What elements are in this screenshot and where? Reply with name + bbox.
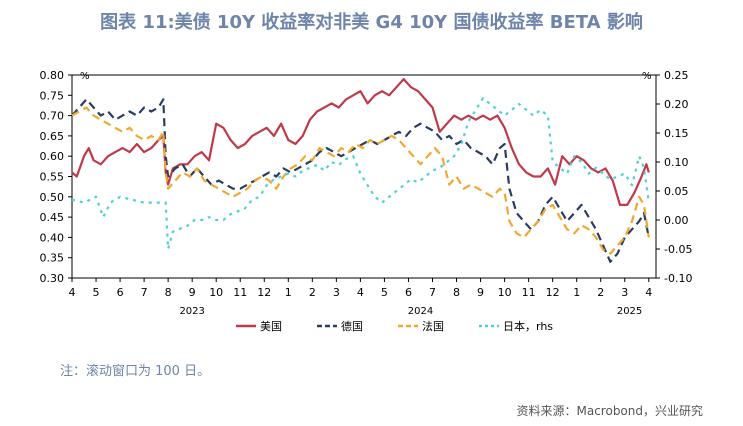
left-tick-label: 0.35 <box>40 252 65 265</box>
left-tick-label: 0.60 <box>40 150 65 163</box>
left-tick-label: 0.70 <box>40 110 65 123</box>
right-tick-label: 0.15 <box>664 127 689 140</box>
right-tick-label: -0.05 <box>664 243 692 256</box>
left-tick-label: 0.45 <box>40 211 65 224</box>
legend-label: 法国 <box>422 319 444 333</box>
x-tick-label: 12 <box>257 286 271 299</box>
left-tick-label: 0.50 <box>40 191 65 204</box>
right-tick-label: -0.10 <box>664 272 692 285</box>
left-tick-label: 0.75 <box>40 89 65 102</box>
x-tick-label: 11 <box>233 286 247 299</box>
x-tick-label: 7 <box>429 286 436 299</box>
left-tick-label: 0.30 <box>40 272 65 285</box>
chart-lines <box>71 78 650 263</box>
chart-legend: 美国 德国 法国 日本，rhs <box>236 319 553 333</box>
x-tick-label: 9 <box>189 286 196 299</box>
right-tick-label: 0.05 <box>664 185 689 198</box>
x-year-label: 2024 <box>408 306 433 317</box>
legend-label: 德国 <box>341 319 363 333</box>
series-line <box>71 98 650 263</box>
x-tick-label: 10 <box>209 286 223 299</box>
legend-label: 日本，rhs <box>503 319 553 333</box>
left-tick-label: 0.65 <box>40 130 65 143</box>
x-year-label: 2025 <box>617 306 642 317</box>
right-tick-label: 0.25 <box>664 69 689 82</box>
series-line <box>71 106 650 255</box>
x-tick-label: 5 <box>381 286 388 299</box>
right-tick-label: 0.20 <box>664 98 689 111</box>
x-tick-label: 3 <box>621 286 628 299</box>
x-tick-label: 6 <box>117 286 124 299</box>
x-tick-label: 6 <box>405 286 412 299</box>
x-tick-label: 2 <box>597 286 604 299</box>
beta-line-chart: 0.30 0.35 0.40 0.45 0.50 0.55 0.60 0.65 0.70 0.75… <box>40 69 693 333</box>
x-tick-label: 8 <box>453 286 460 299</box>
x-tick-label: 4 <box>645 286 652 299</box>
x-tick-label: 12 <box>546 286 560 299</box>
left-tick-label: 0.80 <box>40 69 65 82</box>
right-tick-label: 0.10 <box>664 156 689 169</box>
footnote: 注：滚动窗口为 100 日。 <box>60 364 211 379</box>
left-tick-label: 0.40 <box>40 231 65 244</box>
series-line <box>71 78 650 206</box>
x-tick-label: 5 <box>93 286 100 299</box>
x-tick-label: 9 <box>477 286 484 299</box>
source-note: 资料来源：Macrobond，兴业研究 <box>516 404 704 418</box>
x-tick-label: 7 <box>141 286 148 299</box>
x-tick-label: 3 <box>333 286 340 299</box>
x-tick-label: 4 <box>357 286 364 299</box>
x-tick-label: 4 <box>69 286 76 299</box>
x-tick-label: 11 <box>522 286 536 299</box>
x-tick-label: 2 <box>309 286 316 299</box>
x-year-label: 2023 <box>179 306 204 317</box>
right-tick-label: 0.00 <box>664 214 689 227</box>
x-tick-label: 1 <box>285 286 292 299</box>
x-tick-label: 1 <box>573 286 580 299</box>
chart-axes: 0.30 0.35 0.40 0.45 0.50 0.55 0.60 0.65 0.70 0.75… <box>40 69 693 317</box>
series-line <box>71 97 650 251</box>
left-tick-label: 0.55 <box>40 171 65 184</box>
x-tick-label: 8 <box>165 286 172 299</box>
left-axis-unit: % <box>80 71 90 82</box>
page-title: 图表 11:美债 10Y 收益率对非美 G4 10Y 国债收益率 BETA 影响 <box>100 12 643 33</box>
x-tick-label: 10 <box>498 286 512 299</box>
right-axis-unit: % <box>642 71 652 82</box>
legend-label: 美国 <box>260 320 282 333</box>
